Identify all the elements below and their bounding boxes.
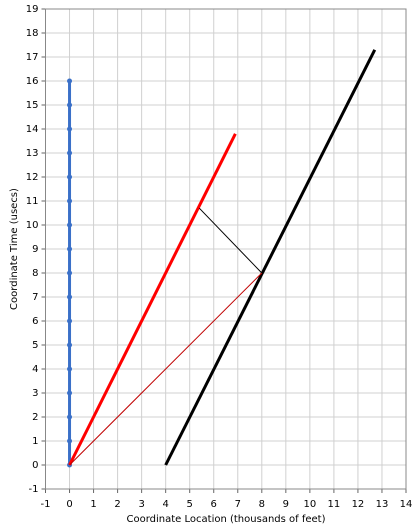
- x-tick-label: 5: [187, 499, 193, 510]
- y-tick-label: -1: [29, 484, 39, 495]
- series-line: [198, 207, 263, 274]
- x-tick-label: 7: [235, 499, 241, 510]
- point-marker: [67, 198, 73, 204]
- y-tick-label: 15: [26, 100, 39, 111]
- x-axis-label: Coordinate Location (thousands of feet): [127, 514, 326, 525]
- point-marker: [67, 270, 73, 276]
- plot-frame: [45, 8, 407, 490]
- y-tick-label: 1: [32, 436, 38, 447]
- point-marker: [67, 294, 73, 300]
- series-line: [68, 133, 237, 466]
- x-tick-label: 6: [211, 499, 217, 510]
- y-tick-label: 11: [26, 196, 39, 207]
- point-marker: [67, 174, 73, 180]
- x-tick-label: 2: [114, 499, 120, 510]
- point-marker: [67, 222, 73, 228]
- x-tick-label: 10: [303, 499, 316, 510]
- y-tick-label: 9: [32, 244, 38, 255]
- x-tick-label: 8: [259, 499, 265, 510]
- point-marker: [67, 246, 73, 252]
- point-marker: [67, 150, 73, 156]
- y-axis-label: Coordinate Time (usecs): [9, 188, 20, 310]
- point-marker: [67, 390, 73, 396]
- y-tick-label: 8: [32, 268, 38, 279]
- x-tick-label: 1: [90, 499, 96, 510]
- x-tick-label: 9: [283, 499, 289, 510]
- y-tick-label: 3: [32, 388, 38, 399]
- y-tick-label: 7: [32, 292, 38, 303]
- x-tick-label: -1: [41, 499, 51, 510]
- point-marker: [67, 414, 73, 420]
- y-tick-label: 10: [26, 220, 39, 231]
- x-tick-label: 4: [162, 499, 168, 510]
- point-marker: [67, 438, 73, 444]
- x-tick-label: 11: [328, 499, 341, 510]
- x-tick-label: 3: [138, 499, 144, 510]
- point-marker: [67, 318, 73, 324]
- point-marker: [67, 126, 73, 132]
- y-tick-label: 12: [26, 172, 39, 183]
- series-line: [69, 272, 263, 466]
- series-line: [164, 49, 377, 466]
- y-tick-label: 18: [26, 28, 39, 39]
- point-marker: [67, 366, 73, 372]
- y-tick-label: 5: [32, 340, 38, 351]
- y-tick-label: 0: [32, 460, 38, 471]
- x-tick-label: 0: [66, 499, 72, 510]
- y-tick-label: 6: [32, 316, 38, 327]
- x-tick-label: 13: [376, 499, 389, 510]
- x-tick-label: 14: [400, 499, 413, 510]
- point-marker: [67, 78, 73, 84]
- y-tick-label: 17: [26, 52, 39, 63]
- y-tick-label: 13: [26, 148, 39, 159]
- point-marker: [67, 102, 73, 108]
- x-tick-label: 12: [352, 499, 365, 510]
- y-tick-label: 16: [26, 76, 39, 87]
- y-tick-label: 14: [26, 124, 39, 135]
- y-tick-label: 19: [26, 4, 39, 15]
- y-tick-label: 4: [32, 364, 38, 375]
- point-marker: [67, 342, 73, 348]
- y-tick-label: 2: [32, 412, 38, 423]
